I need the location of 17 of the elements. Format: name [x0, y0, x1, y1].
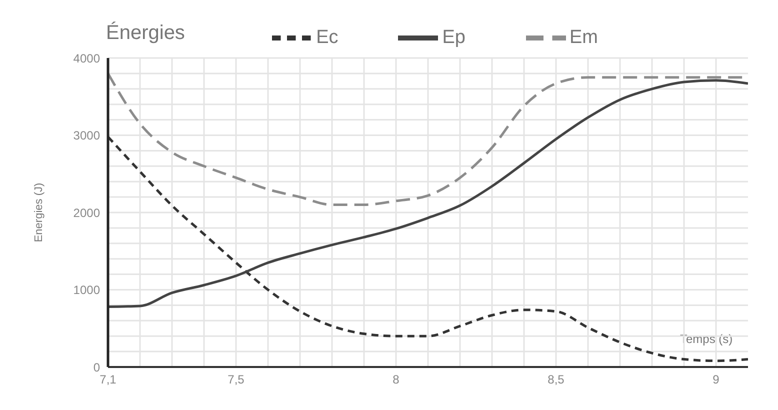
x-tick-label: 7,5	[228, 372, 245, 387]
legend-label: Ec	[316, 27, 338, 48]
x-tick-label: 9	[712, 372, 720, 387]
x-tick-label: 7,1	[100, 372, 117, 387]
legend-label: Em	[570, 27, 598, 48]
y-tick-label: 2000	[73, 206, 100, 220]
x-tick-label: 8,5	[548, 372, 565, 387]
y-axis-title: Energies (J)	[32, 182, 45, 242]
line-series	[108, 136, 748, 362]
y-tick-label: 0	[93, 360, 100, 374]
chart-title: Énergies	[106, 22, 185, 45]
line-series	[108, 79, 748, 308]
y-tick-label: 1000	[73, 283, 100, 298]
y-tick-label: 3000	[73, 128, 100, 143]
x-tick-label: 8	[392, 372, 400, 387]
legend-label: Ep	[442, 27, 466, 48]
y-tick-label: 4000	[73, 51, 100, 66]
